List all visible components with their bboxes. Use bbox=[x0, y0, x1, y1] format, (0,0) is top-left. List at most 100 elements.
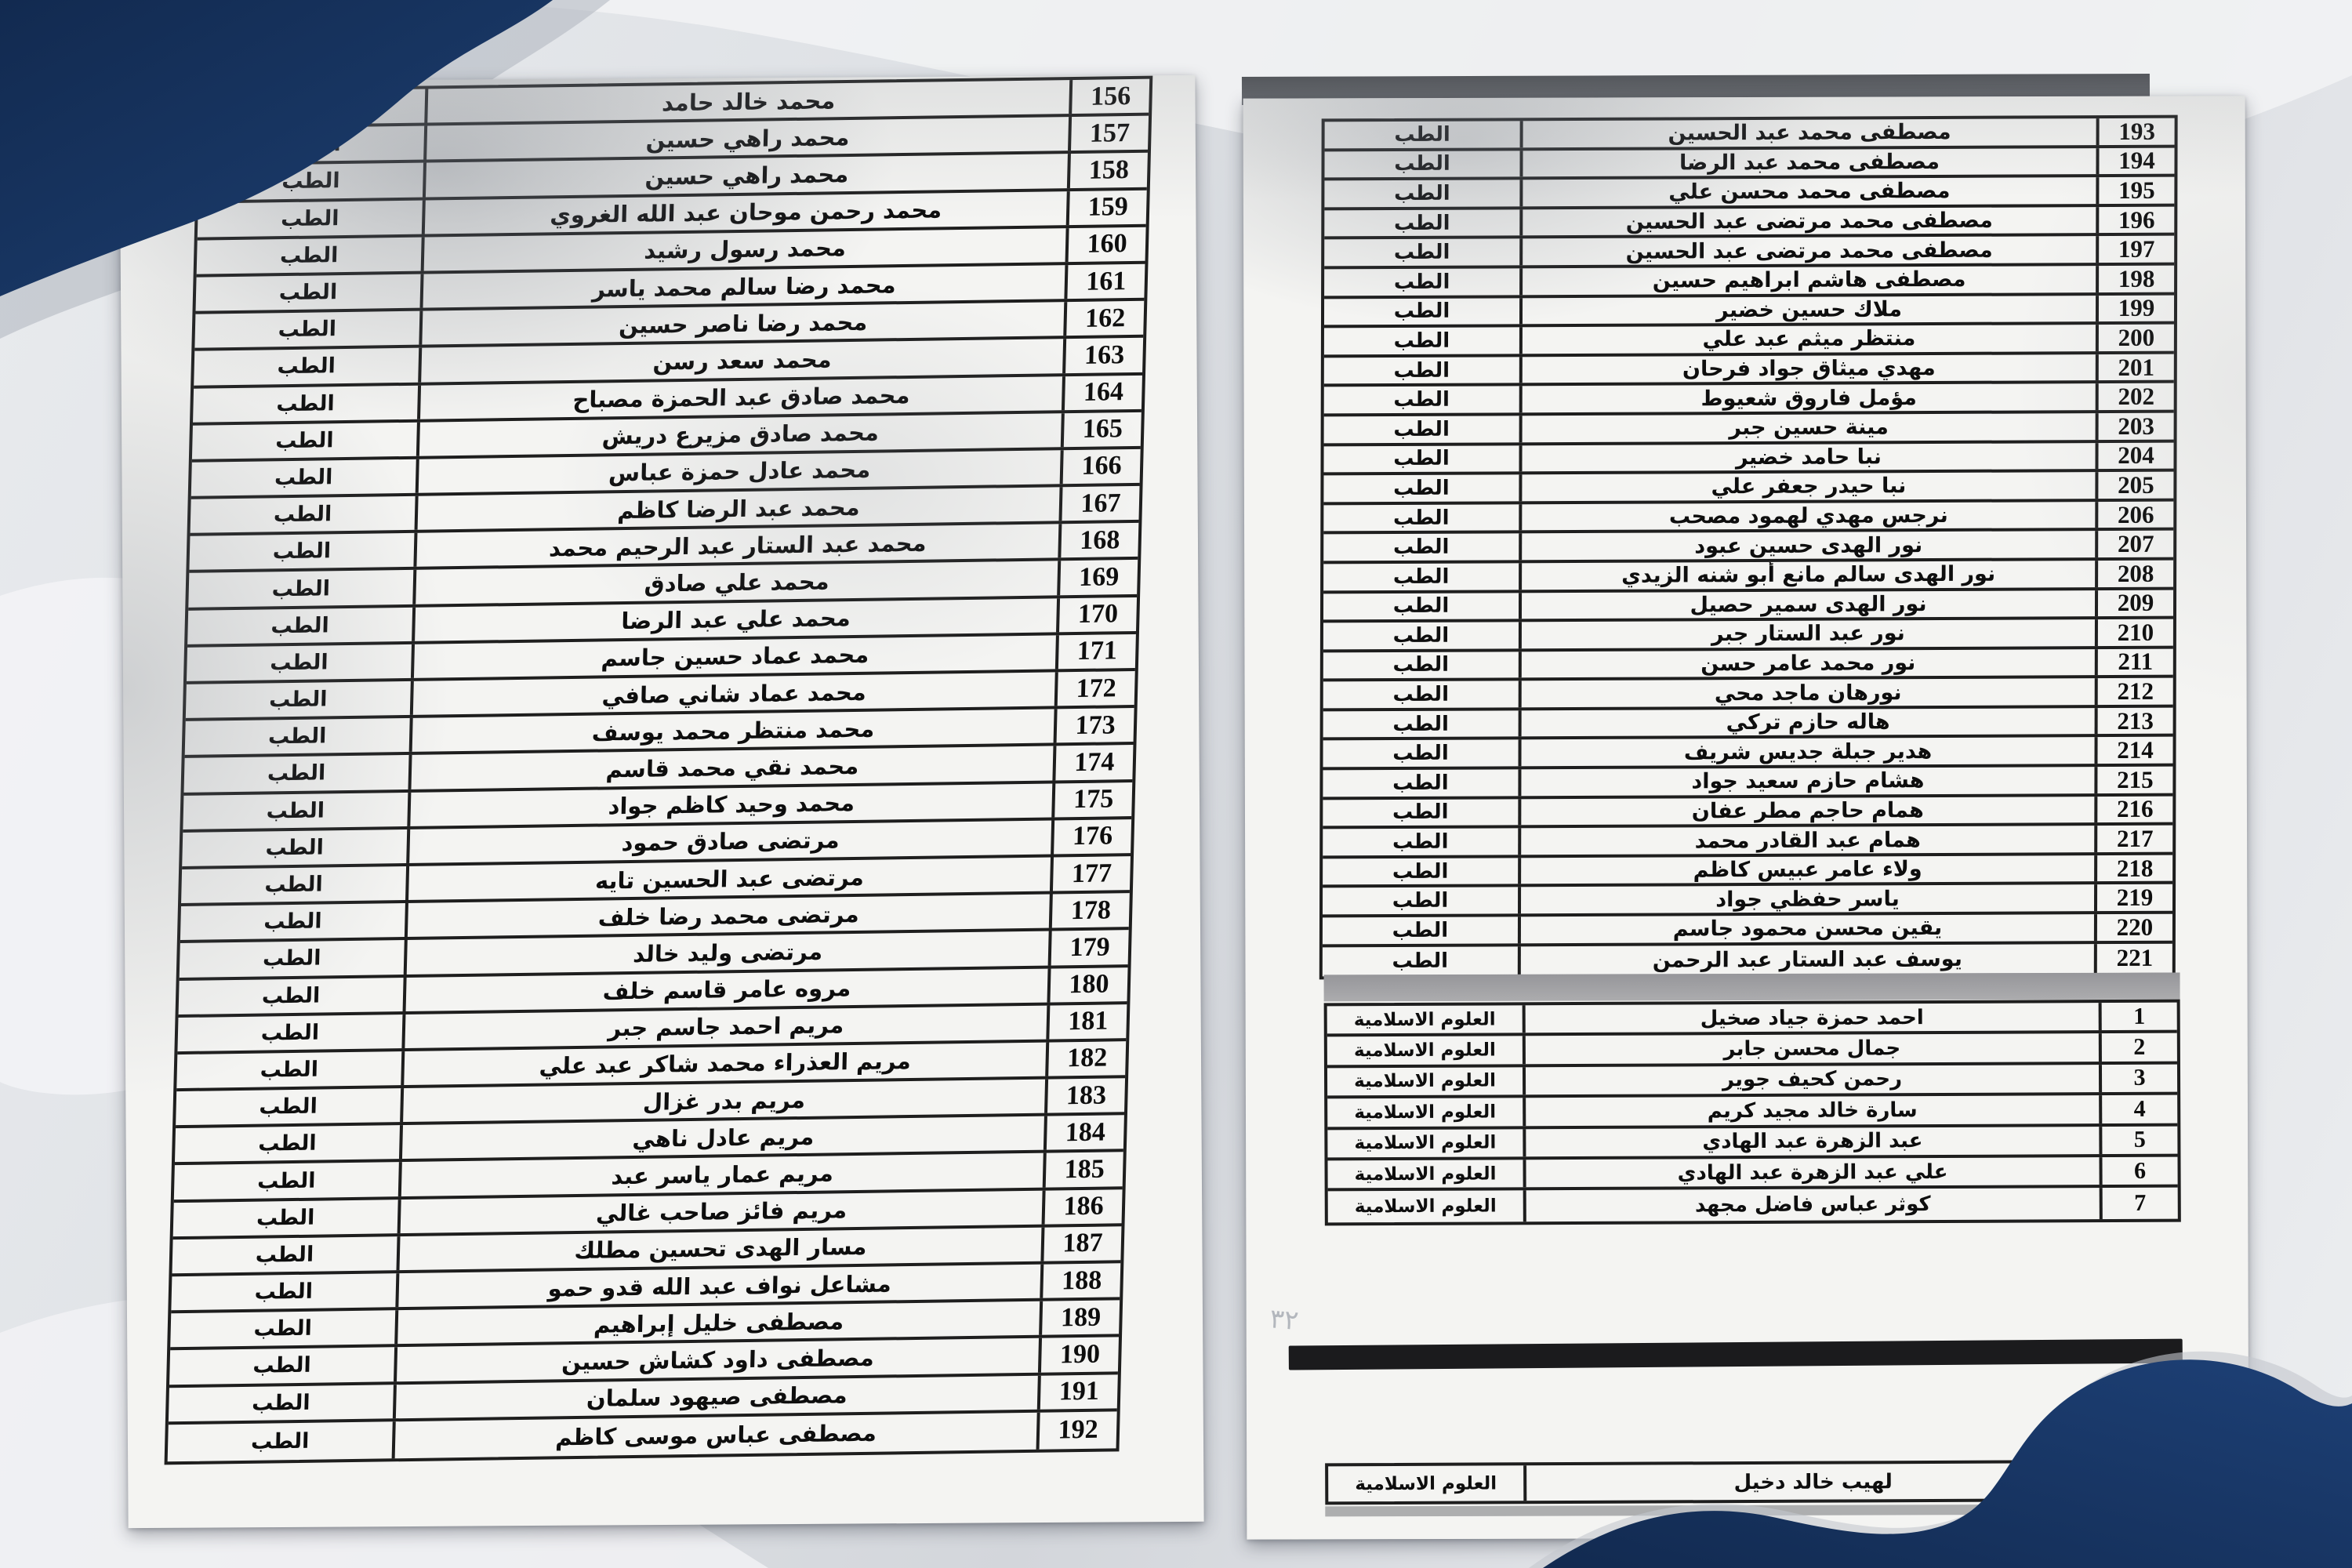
row-number-cell: 6 bbox=[2099, 1156, 2178, 1185]
department-cell: الطب bbox=[1323, 297, 1523, 325]
department-cell: الطب bbox=[183, 792, 412, 829]
row-number-cell: 185 bbox=[1042, 1152, 1123, 1188]
student-name-cell: هدير جبلة جديس شريف bbox=[1683, 739, 1933, 765]
row-number-cell: 176 bbox=[1051, 818, 1132, 855]
table-row: الطب ولاء عامر عبيس كاظم 218 bbox=[1323, 855, 2173, 888]
department-cell: العلوم الاسلامية bbox=[1327, 1128, 1526, 1158]
department-cell: الطب bbox=[1323, 828, 1522, 856]
table-row: الطب نور عبد الستار جبر 210 bbox=[1323, 619, 2173, 653]
student-name-cell: علي عبد الزهرة عبد الهادي bbox=[1677, 1160, 1948, 1185]
row-number-cell: 4 bbox=[2099, 1094, 2178, 1123]
row-number-cell: 214 bbox=[2094, 737, 2173, 764]
table-row: العلوم الاسلامية سارة خالد مجيد كريم 4 bbox=[1327, 1094, 2178, 1130]
department-cell: الطب bbox=[1323, 357, 1523, 384]
department-cell: الطب bbox=[1322, 916, 1521, 945]
department-cell: الطب bbox=[195, 274, 424, 311]
department-cell: الطب bbox=[167, 1421, 396, 1462]
row-number-cell: 181 bbox=[1046, 1004, 1127, 1040]
handwritten-page-number: ٣٢ bbox=[1269, 1303, 1300, 1338]
row-number-cell: 161 bbox=[1064, 263, 1145, 299]
row-number-cell: 204 bbox=[2095, 442, 2174, 470]
student-name-cell: مهدي ميثاق جواد فرحان bbox=[1682, 356, 1936, 382]
department-cell: الطب bbox=[194, 347, 423, 386]
student-name-cell: لهيب خالد دخيل bbox=[1733, 1469, 1893, 1494]
student-name-cell: منتظر ميثم عبد علي bbox=[1702, 326, 1916, 352]
department-cell: العلوم الاسلامية bbox=[1328, 1465, 1527, 1502]
table-row: العلوم الاسلامية عبد الزهرة عبد الهادي 5 bbox=[1327, 1126, 2178, 1161]
row-number-cell: 198 bbox=[2096, 265, 2175, 292]
row-number-cell: 218 bbox=[2094, 855, 2173, 882]
department-cell: العلوم الاسلامية bbox=[1327, 1160, 1526, 1189]
section-separator-bar bbox=[1323, 972, 2180, 1002]
department-cell: الطب bbox=[171, 1273, 400, 1311]
department-cell: العلوم الاسلامية bbox=[1327, 1190, 1526, 1223]
department-cell: الطب bbox=[184, 718, 413, 756]
student-name-cell: مينة حسين جبر bbox=[1729, 415, 1889, 441]
department-cell: الطب bbox=[179, 940, 408, 978]
row-number-cell: 213 bbox=[2094, 707, 2173, 735]
row-number-cell: 220 bbox=[2093, 913, 2172, 941]
student-name-cell: احمد حمزة جياد صخيل bbox=[1700, 1005, 1924, 1031]
row-number-cell: 190 bbox=[1037, 1337, 1119, 1373]
student-name-cell: ياسر حفظي جواد bbox=[1715, 886, 1900, 912]
row-number-cell: 187 bbox=[1040, 1226, 1122, 1261]
student-name-cell: نور محمد عامر حسن bbox=[1700, 651, 1916, 677]
table-row: الطب مصطفى هاشم ابراهيم حسين 198 bbox=[1324, 265, 2175, 299]
table-row: الطب مؤمل فاروق شعيوط 202 bbox=[1323, 383, 2174, 417]
row-number-cell: 200 bbox=[2095, 324, 2174, 351]
table-row: الطب مصطفى محمد مرتضى عبد الحسين 196 bbox=[1324, 206, 2175, 240]
department-cell: الطب bbox=[1324, 238, 1523, 267]
table-row: العلوم الاسلامية جمال محسن جابر 2 bbox=[1327, 1033, 2177, 1069]
department-cell: الطب bbox=[197, 200, 426, 238]
table-row: الطب نرجس مهدي لهمود مصحب 206 bbox=[1323, 501, 2174, 535]
department-cell: الطب bbox=[1323, 327, 1523, 355]
row-number-cell: 217 bbox=[2094, 825, 2173, 852]
student-name-cell: هاله حازم تركي bbox=[1726, 710, 1890, 735]
row-number-cell: 156 bbox=[1069, 78, 1150, 114]
row-number-cell: 221 bbox=[2093, 943, 2172, 974]
student-name-cell: نبا حامد خضير bbox=[1736, 445, 1882, 470]
row-number-cell: 170 bbox=[1056, 597, 1138, 633]
table-row: الطب يوسف عبد الستار عبد الرحمن 221 bbox=[1322, 943, 2172, 977]
table-row: الطب نور الهدى سالم مانع أبو شنه الزيدي … bbox=[1323, 560, 2174, 593]
table-row: الطب همام عبد القادر محمد 217 bbox=[1323, 825, 2173, 859]
table-row: الطب مينة حسين جبر 203 bbox=[1323, 412, 2174, 446]
student-name-cell: نور عبد الستار جبر bbox=[1711, 621, 1905, 647]
department-cell: الطب bbox=[172, 1199, 401, 1236]
department-cell: الطب bbox=[1323, 416, 1523, 443]
table-row: الطب هدير جبلة جديس شريف 214 bbox=[1323, 737, 2173, 771]
department-cell: الطب bbox=[1323, 769, 1522, 797]
student-name-cell: نور الهدى حسين عبود bbox=[1694, 532, 1923, 558]
student-name-cell: كوثر عباس فاضل مجهد bbox=[1694, 1192, 1931, 1218]
row-number-cell: 180 bbox=[1047, 967, 1128, 1003]
row-number-cell: 158 bbox=[1066, 153, 1148, 188]
department-cell: العلوم الاسلامية bbox=[1327, 1067, 1526, 1096]
department-cell: الطب bbox=[1323, 858, 1522, 885]
department-cell: الطب bbox=[1323, 504, 1523, 532]
row-number-cell: 178 bbox=[1048, 893, 1130, 928]
student-name-cell: مصطفى محمد مرتضى عبد الحسين bbox=[1625, 238, 1993, 264]
row-number-cell: 195 bbox=[2096, 176, 2175, 204]
department-cell: الطب bbox=[173, 1162, 402, 1200]
student-name-cell: محمد خالد حامد bbox=[661, 86, 836, 116]
row-number-cell: 202 bbox=[2095, 383, 2174, 411]
department-cell: الطب bbox=[174, 1125, 404, 1163]
department-cell: الطب bbox=[170, 1310, 399, 1348]
department-cell: الطب bbox=[188, 570, 417, 608]
table-row: الطب نور الهدى سمير حصيل 209 bbox=[1323, 590, 2174, 623]
row-number-cell: 166 bbox=[1059, 448, 1141, 485]
student-name-cell: ملاك حسين خضير bbox=[1716, 297, 1903, 323]
row-number-cell: 162 bbox=[1063, 300, 1145, 336]
department-cell: الطب bbox=[168, 1384, 397, 1422]
department-cell: الطب bbox=[1324, 150, 1523, 178]
row-number-cell: 179 bbox=[1047, 930, 1129, 966]
row-number-cell: 174 bbox=[1052, 745, 1134, 781]
redaction-bar bbox=[1288, 1338, 2183, 1370]
row-number-cell: 169 bbox=[1057, 560, 1138, 595]
department-cell: الطب bbox=[1324, 180, 1523, 208]
department-cell: الطب bbox=[193, 385, 422, 423]
department-cell: الطب bbox=[181, 866, 410, 904]
row-number-cell: 165 bbox=[1060, 412, 1142, 448]
department-cell: الطب bbox=[176, 1088, 405, 1126]
table-row: العلوم الاسلامية احمد حمزة جياد صخيل 1 bbox=[1327, 1002, 2177, 1037]
